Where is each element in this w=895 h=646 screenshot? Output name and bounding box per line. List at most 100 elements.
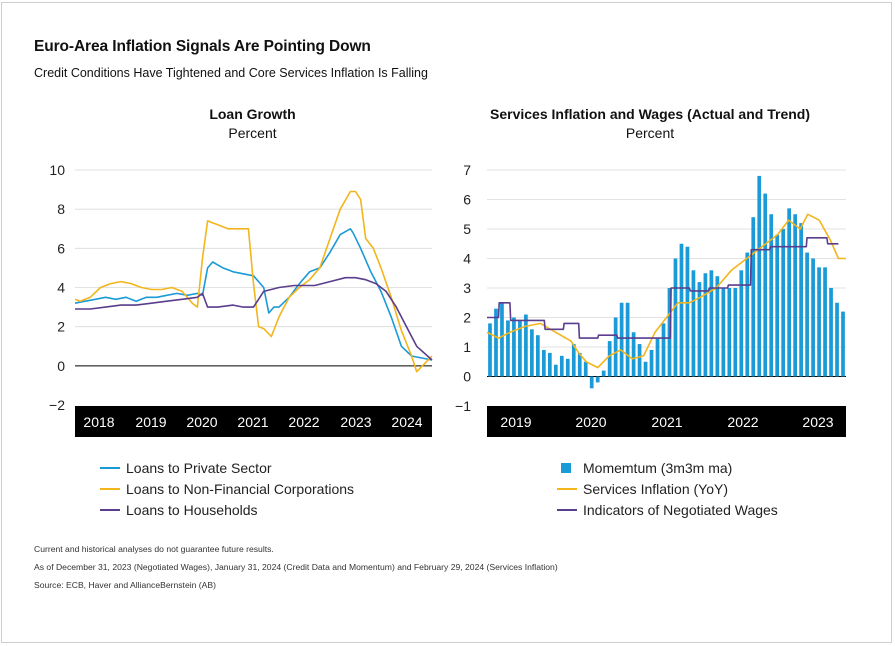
legend-line-purple — [557, 509, 577, 511]
series-line-indicators-of-negotiated-wages — [487, 237, 839, 339]
x-tick-label: 2024 — [391, 414, 422, 430]
left-chart-unit: Percent — [228, 125, 277, 141]
momentum-bar — [625, 302, 630, 377]
momentum-bar — [709, 270, 714, 377]
momentum-bar — [655, 338, 660, 377]
y-tick-label: 4 — [463, 251, 471, 267]
momentum-bar — [745, 252, 750, 377]
momentum-bar — [589, 376, 594, 389]
momentum-bar — [679, 243, 684, 377]
x-tick-label: 2018 — [83, 414, 114, 430]
legend-line-gold — [100, 488, 120, 490]
loan-growth-chart: −2 0 2 4 6 8 10 2018 2019 2020 2021 2022 2023 2024 — [49, 162, 433, 437]
y-tick-label: 3 — [463, 280, 471, 296]
momentum-bar — [530, 329, 534, 377]
momentum-bar — [506, 320, 510, 377]
y-tick-label: 0 — [57, 358, 65, 374]
x-tick-label: 2023 — [340, 414, 371, 430]
legend-label: Loans to Households — [126, 502, 258, 518]
x-tick-label: 2021 — [237, 414, 268, 430]
momentum-bar — [757, 175, 762, 377]
right-chart-unit: Percent — [625, 125, 675, 141]
momentum-bar — [781, 229, 786, 377]
momentum-bar — [565, 358, 570, 377]
legend-box-blue — [561, 463, 571, 473]
y-tick-label: 7 — [463, 162, 471, 178]
x-tick-label: 2021 — [651, 414, 682, 430]
legend-label: Loans to Private Sector — [126, 460, 272, 476]
momentum-bar — [577, 352, 582, 377]
momentum-bar — [727, 288, 732, 377]
y-tick-label: 10 — [49, 162, 65, 178]
momentum-bar — [512, 317, 516, 377]
momentum-bar — [631, 332, 636, 377]
momentum-bar — [613, 317, 618, 377]
left-chart-title: Loan Growth — [209, 106, 296, 122]
y-tick-label: 5 — [463, 221, 471, 237]
legend-line-gold — [557, 488, 577, 490]
footnote-asof: As of December 31, 2023 (Negotiated Wage… — [34, 562, 558, 572]
legend-label: Indicators of Negotiated Wages — [583, 502, 778, 518]
momentum-bar — [823, 267, 827, 377]
momentum-bar — [787, 208, 792, 377]
momentum-bar — [637, 344, 642, 377]
figure-title: Euro-Area Inflation Signals Are Pointing… — [34, 38, 371, 55]
series-line-loans-to-non-financial-corporations — [74, 190, 433, 373]
x-axis-band — [75, 406, 432, 437]
legend-line-blue — [100, 467, 120, 469]
legend-line-purple — [100, 509, 120, 511]
momentum-bar — [799, 223, 803, 377]
momentum-bar — [607, 341, 612, 377]
legend-label: Services Inflation (YoY) — [583, 481, 728, 497]
momentum-bar — [541, 349, 546, 377]
series-line-services-inflation-yoy — [486, 213, 846, 369]
footnote-source: Source: ECB, Haver and AllianceBernstein… — [34, 580, 216, 590]
momentum-bar — [619, 302, 624, 377]
y-tick-label: 2 — [57, 319, 65, 335]
x-tick-label: 2019 — [135, 414, 166, 430]
momentum-bar — [751, 217, 756, 377]
momentum-bar — [673, 258, 678, 377]
momentum-bar — [811, 258, 815, 377]
x-tick-label: 2020 — [186, 414, 217, 430]
momentum-bar — [547, 352, 552, 377]
momentum-bar — [715, 276, 720, 377]
y-tick-label: 8 — [57, 201, 65, 217]
momentum-bar — [595, 376, 600, 383]
y-tick-label: 1 — [463, 339, 471, 355]
momentum-bar — [697, 282, 702, 377]
momentum-bar — [703, 273, 708, 377]
momentum-bar — [763, 193, 768, 377]
momentum-bar — [829, 288, 833, 377]
momentum-bar — [524, 314, 528, 377]
momentum-bar — [536, 335, 540, 377]
x-tick-label: 2022 — [727, 414, 758, 430]
momentum-bar — [553, 364, 558, 377]
momentum-bar — [643, 361, 648, 377]
momentum-bar — [769, 214, 774, 377]
momentum-bar — [691, 270, 696, 377]
momentum-bar — [518, 320, 522, 377]
legend-label: Loans to Non-Financial Corporations — [126, 481, 355, 497]
momentum-bar — [488, 323, 492, 377]
momentum-bar — [775, 234, 780, 377]
y-tick-label: 4 — [57, 280, 65, 296]
x-tick-label: 2019 — [500, 414, 531, 430]
momentum-bar — [667, 288, 672, 377]
momentum-bar — [559, 355, 564, 377]
x-tick-label: 2020 — [575, 414, 606, 430]
momentum-bar — [805, 252, 809, 377]
momentum-bar — [571, 344, 576, 377]
momentum-bar — [661, 323, 666, 377]
footnote-disclaimer: Current and historical analyses do not g… — [34, 544, 274, 554]
y-tick-label: 6 — [463, 192, 471, 208]
momentum-bar — [500, 302, 504, 377]
figure-subtitle: Credit Conditions Have Tightened and Cor… — [34, 66, 428, 80]
right-chart-title: Services Inflation and Wages (Actual and… — [490, 106, 810, 122]
momentum-bar — [817, 267, 821, 377]
services-inflation-chart: −1 0 1 2 3 4 5 6 7 2019 2020 2021 2022 2023 — [455, 162, 846, 437]
momentum-bar — [841, 311, 845, 377]
momentum-bar — [721, 288, 726, 377]
momentum-bar — [494, 308, 498, 377]
